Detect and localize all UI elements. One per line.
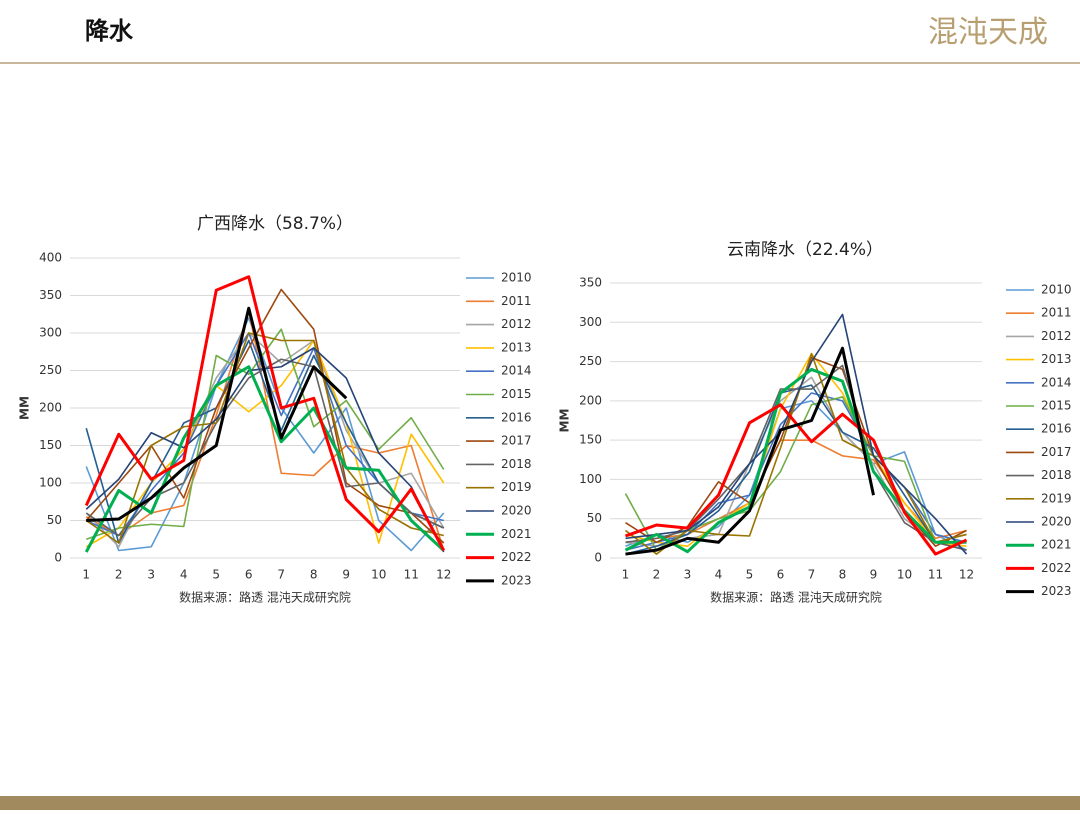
y-tick-label: 50 <box>47 513 62 527</box>
x-tick-label: 11 <box>404 568 419 582</box>
x-tick-label: 9 <box>870 568 878 582</box>
y-tick-label: 200 <box>579 393 602 407</box>
legend-label: 2019 <box>501 480 532 494</box>
y-tick-label: 0 <box>594 551 602 565</box>
y-tick-label: 150 <box>39 438 62 452</box>
series-line <box>624 367 967 554</box>
series-line <box>625 352 967 555</box>
series-line <box>625 346 875 556</box>
legend-label: 2017 <box>501 434 532 448</box>
x-tick-label: 1 <box>82 568 90 582</box>
series-line <box>84 275 446 552</box>
series-line <box>85 309 445 551</box>
chart-title: 广西降水（58.7%） <box>197 214 353 234</box>
legend-label: 2023 <box>1041 584 1072 598</box>
y-axis-label: MM <box>558 409 572 433</box>
x-tick-label: 6 <box>245 568 253 582</box>
slide-title: 降水 <box>85 17 134 45</box>
legend-label: 2011 <box>501 294 532 308</box>
legend-label: 2016 <box>1041 422 1072 436</box>
x-tick-label: 6 <box>777 568 785 582</box>
series-line <box>624 403 968 556</box>
series-line <box>84 365 445 553</box>
legend-label: 2015 <box>1041 399 1072 413</box>
x-tick-label: 12 <box>959 568 974 582</box>
legend-label: 2023 <box>501 573 532 587</box>
x-tick-label: 10 <box>897 568 912 582</box>
legend-label: 2022 <box>501 550 532 564</box>
logo: 混沌天成 <box>928 15 1048 50</box>
x-tick-label: 12 <box>436 568 451 582</box>
y-tick-label: 150 <box>579 433 602 447</box>
legend-label: 2011 <box>1041 306 1072 320</box>
x-tick-label: 8 <box>839 568 847 582</box>
series-line <box>625 313 968 555</box>
legend-label: 2014 <box>501 364 532 378</box>
y-tick-label: 350 <box>39 288 62 302</box>
series-line <box>85 288 445 544</box>
source: 数据来源：路透 混沌天成研究院 <box>710 590 882 605</box>
footer-bar <box>0 796 1080 810</box>
source: 数据来源：路透 混沌天成研究院 <box>179 590 351 605</box>
legend-label: 2021 <box>1041 538 1072 552</box>
legend-label: 2019 <box>1041 491 1072 505</box>
legend-label: 2012 <box>1041 329 1072 343</box>
y-tick-label: 50 <box>587 511 602 525</box>
y-tick-label: 350 <box>579 276 602 290</box>
legend-label: 2017 <box>1041 445 1072 459</box>
y-tick-label: 300 <box>39 326 62 340</box>
series-line <box>85 328 445 541</box>
legend-label: 2013 <box>1041 352 1072 366</box>
legend-label: 2013 <box>501 340 532 354</box>
x-tick-label: 3 <box>684 568 692 582</box>
x-tick-label: 3 <box>147 568 155 582</box>
x-tick-label: 7 <box>277 568 285 582</box>
legend-label: 2012 <box>501 317 532 331</box>
series-line <box>86 306 348 522</box>
y-tick-label: 200 <box>39 401 62 415</box>
y-tick-label: 100 <box>39 476 62 490</box>
x-tick-label: 4 <box>180 568 188 582</box>
x-tick-label: 11 <box>928 568 943 582</box>
legend-label: 2020 <box>501 504 532 518</box>
x-tick-label: 5 <box>212 568 220 582</box>
legend-label: 2018 <box>501 457 532 471</box>
legend-label: 2020 <box>1041 515 1072 529</box>
legend-label: 2010 <box>1041 283 1072 297</box>
y-tick-label: 100 <box>579 472 602 486</box>
y-tick-label: 250 <box>39 363 62 377</box>
legend-label: 2015 <box>501 387 532 401</box>
legend-label: 2021 <box>501 527 532 541</box>
x-tick-label: 2 <box>115 568 123 582</box>
y-tick-label: 400 <box>39 251 62 265</box>
x-tick-label: 8 <box>310 568 318 582</box>
y-tick-label: 250 <box>579 354 602 368</box>
y-tick-label: 300 <box>579 315 602 329</box>
legend-label: 2016 <box>501 410 532 424</box>
y-tick-label: 0 <box>54 551 62 565</box>
legend-label: 2022 <box>1041 561 1072 575</box>
x-tick-label: 10 <box>371 568 386 582</box>
legend-label: 2010 <box>501 271 532 285</box>
chart-title: 云南降水（22.4%） <box>727 240 883 260</box>
x-tick-label: 5 <box>746 568 754 582</box>
x-tick-label: 1 <box>622 568 630 582</box>
legend-label: 2018 <box>1041 468 1072 482</box>
x-tick-label: 4 <box>715 568 723 582</box>
x-tick-label: 2 <box>653 568 661 582</box>
legend-label: 2014 <box>1041 375 1072 389</box>
x-tick-label: 9 <box>342 568 350 582</box>
x-tick-label: 7 <box>808 568 816 582</box>
y-axis-label: MM <box>18 396 32 420</box>
